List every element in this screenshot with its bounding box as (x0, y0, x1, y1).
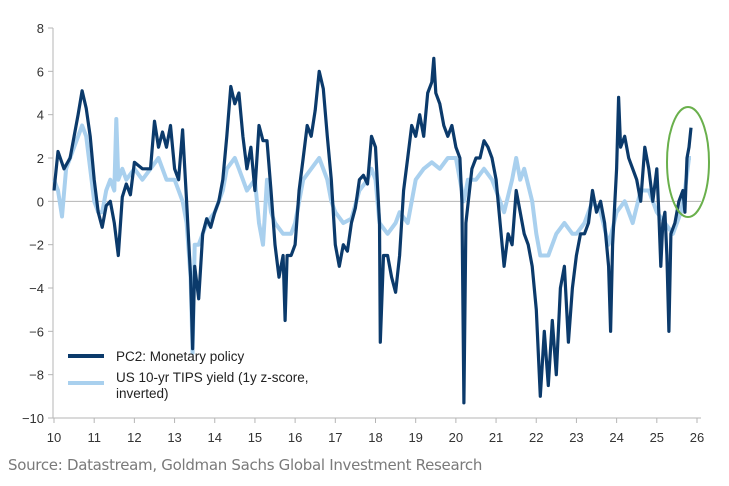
series-layer (52, 56, 693, 405)
legend-label-pc2: PC2: Monetary policy (116, 349, 245, 364)
x-tick-label: 24 (609, 430, 623, 445)
highlight-ellipse (666, 106, 710, 218)
x-tick-label: 16 (288, 430, 302, 445)
x-tick-label: 22 (529, 430, 543, 445)
x-tick-label: 21 (489, 430, 503, 445)
y-tick-label: −6 (29, 324, 44, 339)
y-tick-label: −8 (29, 368, 44, 383)
x-tick-label: 14 (208, 430, 222, 445)
x-tick-label: 12 (127, 430, 141, 445)
x-tick-label: 17 (328, 430, 342, 445)
x-tick-label: 26 (690, 430, 704, 445)
y-tick-label: 0 (37, 194, 44, 209)
x-tick-label: 18 (368, 430, 382, 445)
y-tick-label: 6 (37, 64, 44, 79)
x-axis: 10 11 12 13 14 15 16 17 18 19 20 21 22 23 24 25 26 (47, 417, 704, 445)
y-tick-label: 4 (37, 108, 44, 123)
series-line-pc2-monetary-policy (52, 56, 693, 405)
y-tick-label: −4 (29, 281, 44, 296)
legend: PC2: Monetary policy US 10-yr TIPS yield… (68, 349, 309, 401)
x-tick-label: 25 (650, 430, 664, 445)
series-line-us-10yr-tips-yield (52, 117, 691, 355)
y-tick-label: 2 (37, 151, 44, 166)
y-tick-label: 8 (37, 21, 44, 36)
source-note: Source: Datastream, Goldman Sachs Global… (8, 456, 483, 474)
x-tick-label: 10 (47, 430, 61, 445)
x-tick-label: 23 (569, 430, 583, 445)
y-axis: 8 6 4 2 0 −2 −4 −6 −8 −10 (22, 21, 54, 426)
x-tick-label: 11 (87, 430, 101, 445)
x-tick-label: 13 (167, 430, 181, 445)
x-tick-label: 19 (408, 430, 422, 445)
y-tick-label: −10 (22, 411, 44, 426)
x-tick-label: 15 (248, 430, 262, 445)
x-tick-label: 20 (449, 430, 463, 445)
legend-label-tips: US 10-yr TIPS yield (1y z-score, (116, 370, 309, 385)
y-tick-label: −2 (29, 238, 44, 253)
legend-label-tips-line2: inverted) (116, 386, 169, 401)
